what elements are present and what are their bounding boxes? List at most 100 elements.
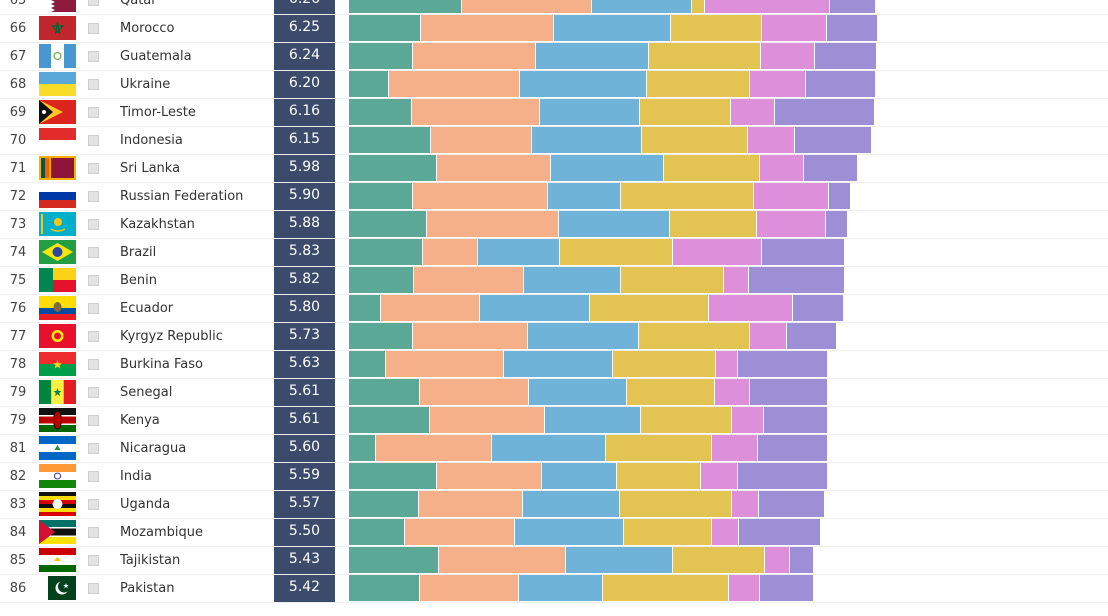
country-name[interactable]: Indonesia	[120, 133, 183, 148]
bar-segment	[612, 351, 716, 377]
country-name[interactable]: Senegal	[120, 385, 173, 400]
bar-segment	[759, 575, 813, 601]
flag-icon	[39, 296, 76, 320]
bar-segment	[553, 15, 671, 41]
bar-segment	[412, 43, 536, 69]
bar-segment	[828, 183, 850, 209]
country-name[interactable]: Russian Federation	[120, 189, 244, 204]
compare-checkbox[interactable]	[88, 527, 99, 538]
compare-checkbox[interactable]	[88, 219, 99, 230]
country-name[interactable]: India	[120, 469, 152, 484]
bar-segment	[523, 267, 621, 293]
flag-icon	[39, 352, 76, 376]
bar-segment	[539, 99, 640, 125]
country-name[interactable]: Timor-Leste	[120, 105, 196, 120]
flag-icon	[39, 156, 76, 180]
bar-segment	[826, 15, 877, 41]
score-value: 5.80	[274, 295, 335, 322]
table-row: 79 Senegal 5.61	[0, 379, 1108, 407]
flag-icon	[39, 100, 76, 124]
flag-icon	[39, 0, 76, 12]
compare-checkbox[interactable]	[88, 303, 99, 314]
compare-checkbox[interactable]	[88, 443, 99, 454]
bar-segment	[550, 155, 663, 181]
country-name[interactable]: Guatemala	[120, 49, 192, 64]
rank-label: 78	[9, 357, 27, 372]
compare-checkbox[interactable]	[88, 583, 99, 594]
compare-checkbox[interactable]	[88, 135, 99, 146]
bar-segment	[792, 295, 843, 321]
rank-label: 79	[9, 413, 27, 428]
compare-checkbox[interactable]	[88, 359, 99, 370]
rank-label: 86	[9, 581, 27, 596]
country-name[interactable]: Mozambique	[120, 525, 203, 540]
country-name[interactable]: Burkina Faso	[120, 357, 203, 372]
bar-segment	[349, 127, 430, 153]
country-name[interactable]: Nicaragua	[120, 441, 187, 456]
compare-checkbox[interactable]	[88, 499, 99, 510]
bar-segment	[518, 575, 603, 601]
bar-segment	[541, 463, 617, 489]
table-row: 66 Morocco 6.25	[0, 15, 1108, 43]
country-name[interactable]: Kazakhstan	[120, 217, 195, 232]
compare-checkbox[interactable]	[88, 0, 99, 6]
compare-checkbox[interactable]	[88, 247, 99, 258]
country-name[interactable]: Kenya	[120, 413, 160, 428]
compare-checkbox[interactable]	[88, 331, 99, 342]
country-name[interactable]: Benin	[120, 273, 158, 288]
score-value: 5.50	[274, 519, 335, 546]
compare-checkbox[interactable]	[88, 163, 99, 174]
compare-checkbox[interactable]	[88, 79, 99, 90]
compare-checkbox[interactable]	[88, 23, 99, 34]
country-name[interactable]: Sri Lanka	[120, 161, 181, 176]
country-name[interactable]: Pakistan	[120, 581, 175, 596]
bar-segment	[616, 463, 701, 489]
table-row: 83 Uganda 5.57	[0, 491, 1108, 519]
country-name[interactable]: Tajikistan	[120, 553, 181, 568]
stacked-bar	[349, 127, 871, 153]
compare-checkbox[interactable]	[88, 275, 99, 286]
bar-segment	[605, 435, 712, 461]
country-name[interactable]: Ukraine	[120, 77, 171, 92]
country-name[interactable]: Qatar	[120, 0, 157, 8]
bar-segment	[519, 71, 647, 97]
bar-segment	[761, 239, 844, 265]
bar-segment	[349, 407, 429, 433]
table-row: 79 Kenya 5.61	[0, 407, 1108, 435]
bar-segment	[349, 183, 412, 209]
compare-checkbox[interactable]	[88, 191, 99, 202]
flag-icon	[39, 576, 76, 600]
bar-segment	[731, 407, 764, 433]
compare-checkbox[interactable]	[88, 107, 99, 118]
bar-segment	[730, 99, 775, 125]
bar-segment	[663, 155, 761, 181]
bar-segment	[748, 267, 844, 293]
bar-segment	[648, 43, 761, 69]
bar-segment	[349, 99, 411, 125]
bar-segment	[349, 295, 380, 321]
bar-segment	[737, 351, 827, 377]
country-name[interactable]: Ecuador	[120, 301, 174, 316]
country-name[interactable]: Brazil	[120, 245, 157, 260]
country-name[interactable]: Uganda	[120, 497, 171, 512]
bar-segment	[756, 211, 826, 237]
compare-checkbox[interactable]	[88, 415, 99, 426]
bar-segment	[349, 463, 436, 489]
table-row: 84 Mozambique 5.50	[0, 519, 1108, 547]
score-value: 5.88	[274, 211, 335, 238]
country-name[interactable]: Kyrgyz Republic	[120, 329, 223, 344]
bar-segment	[418, 491, 523, 517]
compare-checkbox[interactable]	[88, 555, 99, 566]
bar-segment	[461, 0, 592, 13]
bar-segment	[349, 519, 404, 545]
compare-checkbox[interactable]	[88, 51, 99, 62]
score-value: 5.98	[274, 155, 335, 182]
compare-checkbox[interactable]	[88, 471, 99, 482]
bar-segment	[714, 379, 750, 405]
rank-label: 72	[9, 189, 27, 204]
country-name[interactable]: Morocco	[120, 21, 175, 36]
compare-checkbox[interactable]	[88, 387, 99, 398]
bar-segment	[708, 295, 793, 321]
bar-segment	[429, 407, 545, 433]
